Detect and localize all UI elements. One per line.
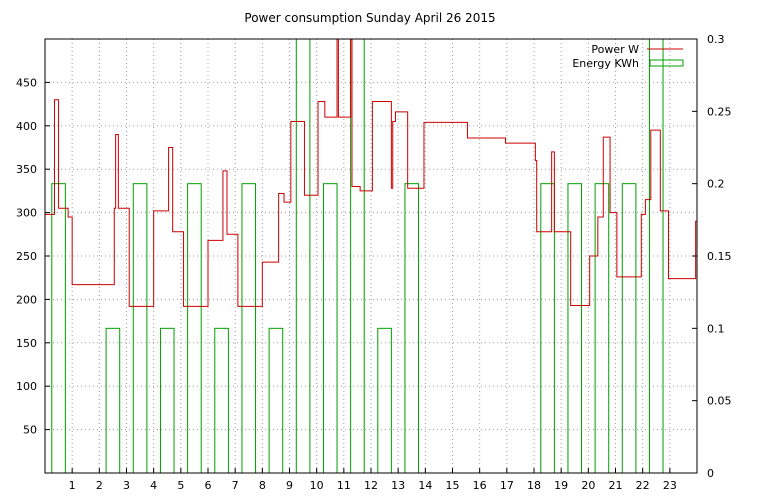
y-tick-label-left: 150 [16,337,37,350]
energy-bar [105,327,121,474]
x-tick-label: 7 [232,479,239,492]
x-tick-label: 17 [500,479,514,492]
legend-swatch-energy [649,59,684,67]
x-tick-label: 10 [310,479,324,492]
x-tick-label: 19 [554,479,568,492]
x-tick-label: 4 [150,479,157,492]
energy-bar [540,183,555,474]
energy-bar [214,327,229,474]
x-tick-label: 21 [609,479,623,492]
y-tick-label-left: 350 [16,163,37,176]
y-tick-label-right: 0.25 [707,105,732,118]
x-tick-label: 13 [391,479,405,492]
x-tick-label: 12 [364,479,378,492]
energy-bar [377,327,392,474]
y-tick-label-right: 0.2 [707,178,725,191]
y-tick-label-left: 50 [23,424,37,437]
legend-label-energy: Energy KWh [572,57,639,70]
grid [45,39,697,473]
y-tick-label-left: 100 [16,380,37,393]
x-tick-label: 15 [446,479,460,492]
x-tick-label: 9 [286,479,293,492]
x-tick-label: 22 [636,479,650,492]
power-series [45,38,697,307]
x-tick-label: 2 [96,479,103,492]
y-tick-label-right: 0.3 [707,33,725,46]
x-tick-label: 8 [259,479,266,492]
x-tick-label: 14 [418,479,432,492]
y-tick-label-left: 450 [16,76,37,89]
energy-bar [159,327,175,474]
y-tick-label-right: 0 [707,467,714,480]
power-line [45,38,697,307]
x-tick-label: 3 [123,479,130,492]
energy-bar [404,183,420,474]
x-tick-label: 20 [581,479,595,492]
x-tick-label: 1 [69,479,76,492]
y-tick-label-left: 400 [16,120,37,133]
y-tick-label-left: 250 [16,250,37,263]
energy-bar [132,183,148,474]
x-tick-label: 5 [177,479,184,492]
legend: Power W Energy KWh [572,43,684,70]
x-tick-label: 23 [663,479,677,492]
y-tick-label-left: 200 [16,293,37,306]
x-tick-label: 11 [337,479,351,492]
x-tick-label: 18 [527,479,541,492]
chart-title: Power consumption Sunday April 26 2015 [244,11,495,25]
y-tick-label-right: 0.05 [707,395,732,408]
tick-labels: 1 2 3 4 5 6 7 8 9 10 11 12 13 14 15 16 17 18 19 20 21 22 23501… [16,33,732,492]
x-tick-label: 6 [205,479,212,492]
y-tick-label-right: 0.15 [707,250,732,263]
energy-bar [268,327,284,474]
y-tick-label-left: 300 [16,207,37,220]
legend-label-power: Power W [591,43,639,56]
x-tick-label: 16 [473,479,487,492]
energy-bar [295,38,311,474]
y-tick-label-right: 0.1 [707,322,725,335]
